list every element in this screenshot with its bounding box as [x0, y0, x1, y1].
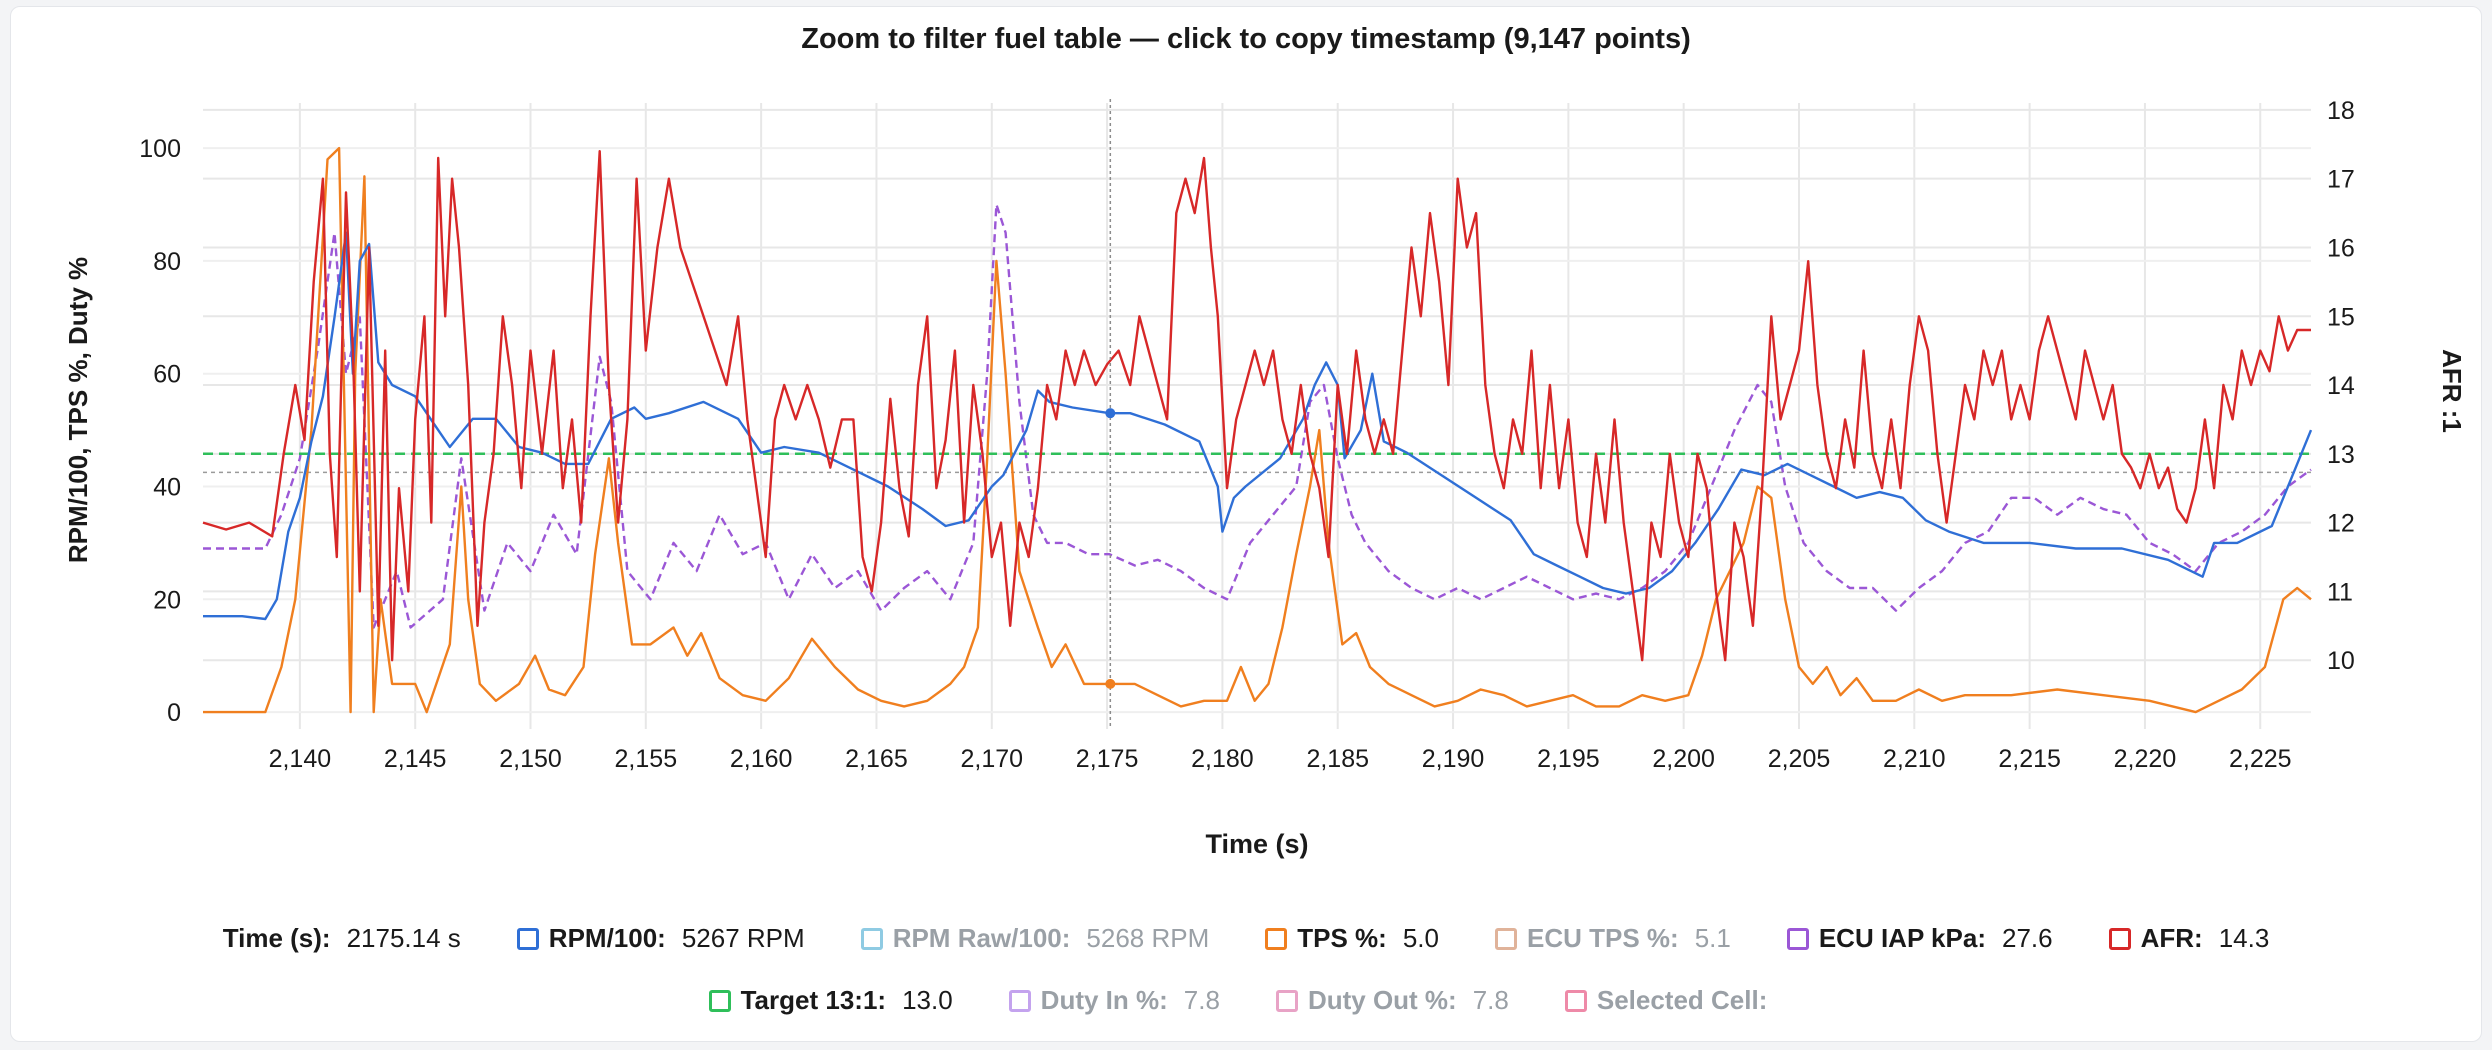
x-tick-label: 2,150	[499, 745, 562, 773]
y-tick-label: 60	[153, 361, 181, 389]
y-tick-label: 80	[153, 248, 181, 276]
y-axis-title: RPM/100, TPS %, Duty %	[63, 257, 93, 563]
y2-tick-label: 10	[2327, 647, 2355, 675]
legend-swatch-target[interactable]	[708, 989, 731, 1012]
legend-label-tps: TPS %:	[1297, 923, 1387, 953]
legend-value-rpm: 5267 RPM	[681, 923, 805, 953]
x-axis-title: Time (s)	[1205, 829, 1308, 859]
x-tick-label: 2,170	[960, 745, 1023, 773]
legend-value-duty_in: 7.8	[1183, 985, 1220, 1015]
x-tick-label: 2,205	[1768, 745, 1831, 773]
legend-label-iap: ECU IAP kPa:	[1818, 923, 1986, 953]
legend-swatch-afr[interactable]	[2108, 927, 2131, 950]
legend-swatch-ecu_tps[interactable]	[1495, 927, 1517, 950]
y-tick-label: 40	[153, 473, 181, 501]
x-tick-label: 2,155	[615, 745, 678, 773]
y2-tick-label: 14	[2327, 372, 2355, 400]
series-line-iap	[203, 203, 2312, 629]
axes: 2,140 2,145 2,150 2,155 2,160 2,165 2,170 2,175…	[63, 97, 2467, 859]
grid	[203, 103, 2311, 729]
x-tick-label: 2,225	[2229, 745, 2292, 773]
x-tick-label: 2,220	[2114, 745, 2177, 773]
legend-swatch-duty_out[interactable]	[1275, 989, 1298, 1012]
y2-axis-title: AFR :1	[2437, 349, 2467, 433]
cursor-dot-rpm	[1105, 408, 1116, 419]
x-tick-label: 2,195	[1537, 745, 1600, 773]
cursor-layer	[1105, 99, 1116, 729]
series-line-afr	[202, 150, 2311, 662]
legend-item-ecu_tps[interactable]: ECU TPS %: 5.1	[1495, 923, 1731, 954]
legend-label-selected: Selected Cell:	[1596, 985, 1768, 1015]
legend-swatch-iap[interactable]	[1786, 927, 1809, 950]
x-tick-label: 2,145	[384, 745, 447, 773]
legend-time-value: 2175.14 s	[346, 923, 461, 953]
y2-tick-label: 12	[2327, 510, 2355, 538]
x-tick-label: 2,200	[1652, 745, 1715, 773]
legend-time: Time (s): 2175.14 s	[223, 923, 461, 954]
legend-row-2: Target 13:1: 13.0 Duty In %: 7.8 Duty Out %:…	[11, 985, 2481, 1016]
legend-item-rpm[interactable]: RPM/100: 5267 RPM	[516, 923, 805, 954]
y2-tick-label: 18	[2327, 97, 2355, 125]
legend-swatch-rpm[interactable]	[516, 927, 539, 950]
y-tick-label: 100	[139, 135, 181, 163]
legend-value-afr: 14.3	[2218, 923, 2270, 953]
legend-item-rpm_raw[interactable]: RPM Raw/100: 5268 RPM	[860, 923, 1210, 954]
x-tick-label: 2,160	[730, 745, 793, 773]
legend-swatch-selected[interactable]	[1564, 989, 1587, 1012]
legend-swatch-duty_in[interactable]	[1008, 989, 1031, 1012]
x-tick-label: 2,140	[269, 745, 332, 773]
legend-item-iap[interactable]: ECU IAP kPa: 27.6	[1786, 923, 2053, 954]
y2-tick-label: 16	[2327, 234, 2355, 262]
legend-item-afr[interactable]: AFR: 14.3	[2108, 923, 2270, 954]
y-tick-label: 20	[153, 586, 181, 614]
y2-tick-label: 15	[2327, 303, 2355, 331]
legend-value-ecu_tps: 5.1	[1694, 923, 1731, 953]
legend-swatch-rpm_raw[interactable]	[860, 927, 883, 950]
legend-row-1: Time (s): 2175.14 s RPM/100: 5267 RPM RPM …	[11, 923, 2481, 954]
chart-plot[interactable]: 2,140 2,145 2,150 2,155 2,160 2,165 2,170 2,175…	[11, 7, 2481, 907]
x-tick-label: 2,185	[1306, 745, 1369, 773]
x-tick-label: 2,165	[845, 745, 908, 773]
legend-label-rpm: RPM/100:	[548, 923, 666, 953]
series-line-tps	[203, 146, 2312, 714]
legend-value-rpm_raw: 5268 RPM	[1086, 923, 1210, 953]
legend-item-duty_in[interactable]: Duty In %: 7.8	[1008, 985, 1220, 1016]
cursor-dot-tps	[1105, 678, 1116, 689]
legend-label-duty_out: Duty Out %:	[1307, 985, 1457, 1015]
y2-tick-label: 11	[2327, 578, 2353, 606]
chart-title: Zoom to filter fuel table — click to cop…	[801, 23, 1691, 55]
legend-item-duty_out[interactable]: Duty Out %: 7.8	[1275, 985, 1509, 1016]
x-tick-label: 2,180	[1191, 745, 1254, 773]
x-tick-label: 2,190	[1422, 745, 1485, 773]
legend-label-afr: AFR:	[2140, 923, 2203, 953]
y-tick-label: 0	[167, 699, 181, 727]
legend-swatch-tps[interactable]	[1265, 927, 1288, 950]
legend-value-iap: 27.6	[2001, 923, 2053, 953]
legend-value-tps: 5.0	[1402, 923, 1439, 953]
legend-label-duty_in: Duty In %:	[1040, 985, 1168, 1015]
series-line-rpm	[203, 231, 2313, 621]
legend-time-label: Time (s):	[222, 923, 331, 953]
y2-tick-label: 13	[2327, 441, 2355, 469]
legend-item-selected[interactable]: Selected Cell:	[1564, 985, 1784, 1016]
y2-tick-label: 17	[2327, 166, 2355, 194]
x-tick-label: 2,210	[1883, 745, 1946, 773]
legend-label-ecu_tps: ECU TPS %:	[1527, 923, 1679, 953]
x-tick-label: 2,215	[1998, 745, 2061, 773]
legend-item-tps[interactable]: TPS %: 5.0	[1265, 923, 1439, 954]
x-tick-label: 2,175	[1076, 745, 1139, 773]
chart-card: Zoom to filter fuel table — click to cop…	[10, 6, 2482, 1042]
legend-label-rpm_raw: RPM Raw/100:	[892, 923, 1071, 953]
legend-label-target: Target 13:1:	[740, 985, 887, 1015]
legend-value-target: 13.0	[902, 985, 953, 1015]
legend-value-duty_out: 7.8	[1472, 985, 1509, 1015]
legend-item-target[interactable]: Target 13:1: 13.0	[708, 985, 953, 1016]
series-layer	[202, 146, 2313, 714]
